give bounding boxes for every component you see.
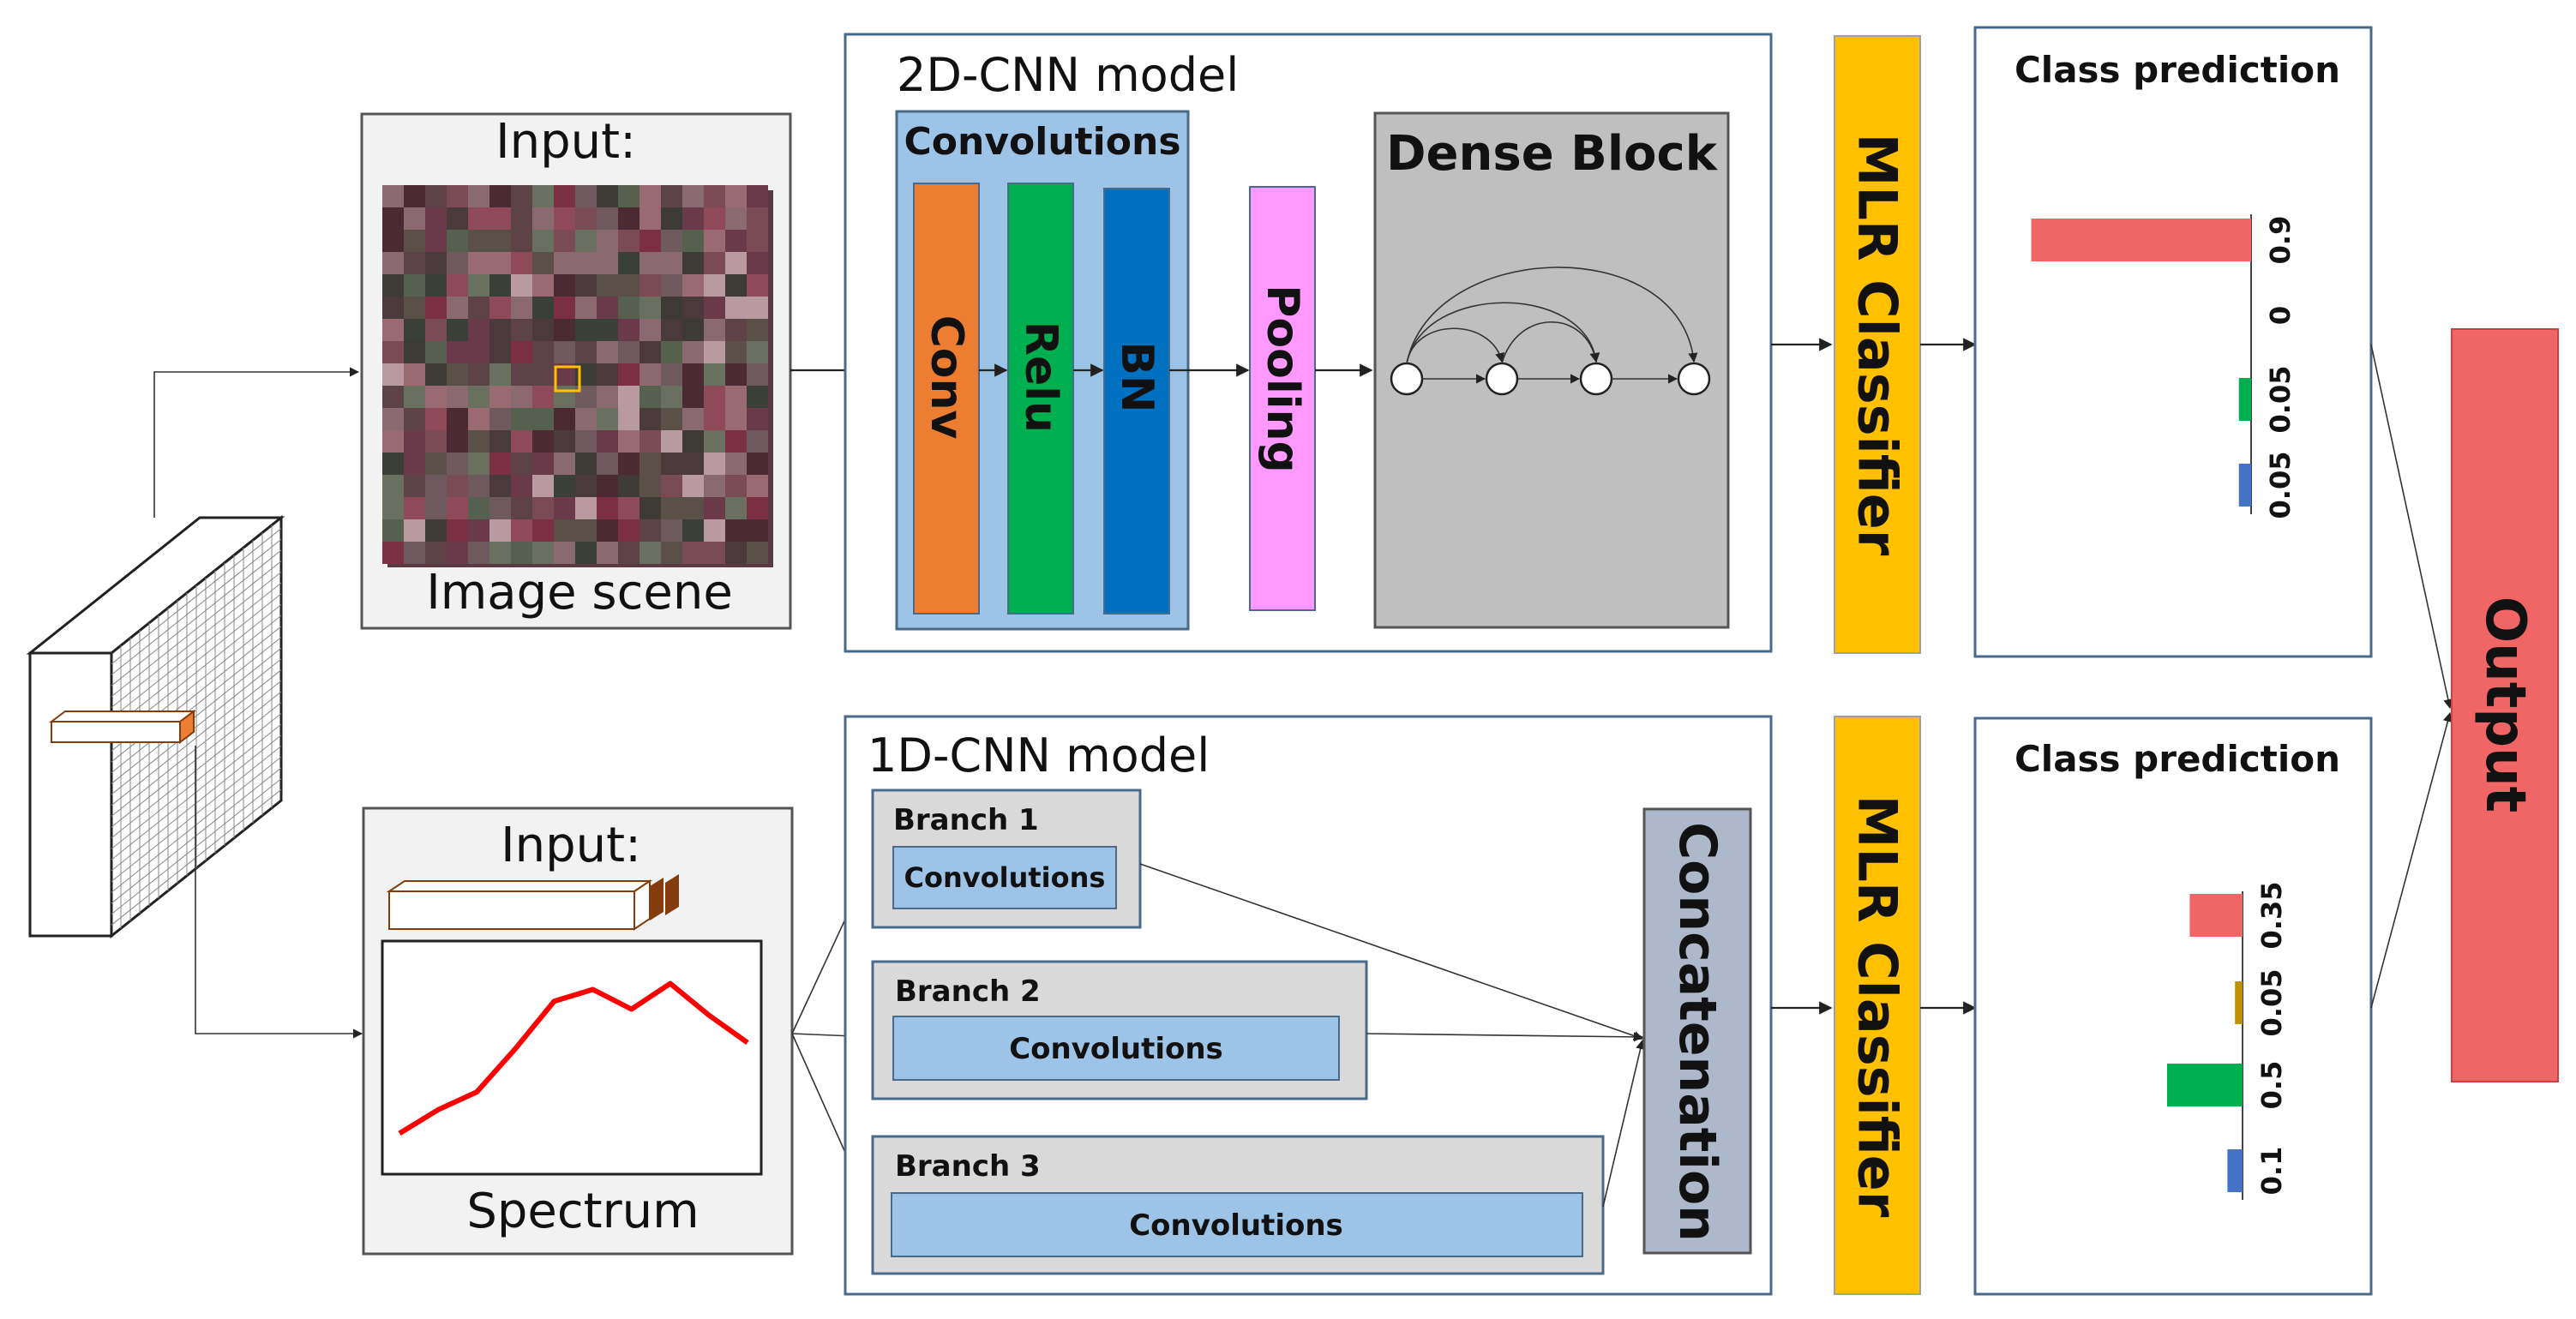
- prediction-value-label: 0.35: [2255, 882, 2288, 950]
- prediction-value-label: 0.9: [2264, 216, 2297, 265]
- bn-layer: [1103, 188, 1170, 615]
- prediction-bar: [2235, 981, 2243, 1024]
- dense-block: [1373, 111, 1730, 629]
- relu-layer-label: Relu: [1015, 321, 1066, 433]
- prediction-value-label: 0.05: [2264, 366, 2297, 434]
- pooling-layer: [1249, 186, 1316, 611]
- mlr-classifier-top-label: MLR Classifier: [1846, 134, 1909, 556]
- image-input-title: Input:: [495, 114, 636, 170]
- convolutions-group-label: Convolutions: [904, 120, 1180, 164]
- dense-connections: [1390, 267, 1711, 396]
- class-prediction-top-title: Class prediction: [2015, 49, 2340, 91]
- class-prediction-bottom-title: Class prediction: [2015, 738, 2340, 780]
- image-scene-mosaic: [382, 185, 768, 564]
- hyperspectral-cube: [26, 514, 285, 939]
- conv-layer-label: Conv: [921, 315, 972, 440]
- image-input-caption: Image scene: [426, 565, 733, 621]
- spectral-rod-icon: [386, 874, 679, 931]
- branch-3-convolutions-label: Convolutions: [1129, 1208, 1343, 1243]
- prediction-value-label: 0.1: [2255, 1147, 2288, 1196]
- mlr-classifier-bottom-label: MLR Classifier: [1846, 795, 1909, 1218]
- branch-1-label: Branch 1: [893, 803, 1039, 837]
- branch-1-convolutions-label: Convolutions: [904, 861, 1106, 894]
- prediction-bar: [2031, 219, 2251, 261]
- branch-3-label: Branch 3: [895, 1149, 1041, 1184]
- output-block: [2451, 328, 2559, 1082]
- class-prediction-chart-top: 0.9 0 0.05 0.05: [2031, 214, 2297, 519]
- class-prediction-panel-top: [1973, 26, 2373, 658]
- spectrum-curve: [398, 980, 749, 1136]
- pooling-layer-label: Pooling: [1257, 285, 1308, 472]
- spectrum-plot-area: [381, 939, 763, 1176]
- class-prediction-chart-bottom: 0.35 0.05 0.5 0.1: [2167, 882, 2288, 1200]
- cnn-2d-title: 2D-CNN model: [897, 48, 1239, 102]
- concatenation-label: Concatenation: [1667, 822, 1727, 1242]
- prediction-bar: [2167, 1064, 2243, 1106]
- output-label: Output: [2473, 597, 2537, 813]
- class-prediction-panel-bottom: [1973, 716, 2373, 1296]
- conv-layer: [913, 183, 980, 615]
- cnn-1d-model: 1D-CNN model Branch 1 Convolutions Branc…: [844, 715, 1773, 1296]
- spectrum-input-title: Input:: [501, 818, 641, 873]
- mlr-classifier-bottom: [1834, 716, 1921, 1295]
- target-pixel-marker: [554, 365, 581, 393]
- cnn-2d-model: 2D-CNN model Convolutions Conv Relu BN P…: [844, 33, 1773, 653]
- prediction-bar: [2238, 464, 2251, 507]
- branch-2-convolutions-label: Convolutions: [1009, 1032, 1223, 1066]
- prediction-value-label: 0.05: [2264, 452, 2297, 519]
- bn-layer-label: BN: [1111, 341, 1162, 412]
- relu-layer: [1007, 183, 1074, 615]
- prediction-value-label: 0.05: [2255, 969, 2288, 1037]
- prediction-bar: [2189, 894, 2243, 937]
- spectrum-input-caption: Spectrum: [466, 1184, 699, 1239]
- branch-1-convolutions: [892, 846, 1117, 909]
- spectrum-input-panel: Input: Spectrum: [362, 806, 794, 1256]
- image-input-panel: Input: Image scene: [360, 112, 792, 630]
- dense-block-label: Dense Block: [1386, 126, 1719, 182]
- cnn-1d-title: 1D-CNN model: [868, 728, 1210, 782]
- branch-3-convolutions: [891, 1192, 1583, 1257]
- prediction-value-label: 0: [2264, 306, 2297, 325]
- branch-2-convolutions: [892, 1016, 1340, 1081]
- branch-2-label: Branch 2: [895, 974, 1041, 1009]
- prediction-value-label: 0.5: [2255, 1061, 2288, 1110]
- prediction-bar: [2238, 378, 2251, 421]
- prediction-bar: [2227, 1149, 2243, 1192]
- concatenation-block: [1642, 807, 1752, 1255]
